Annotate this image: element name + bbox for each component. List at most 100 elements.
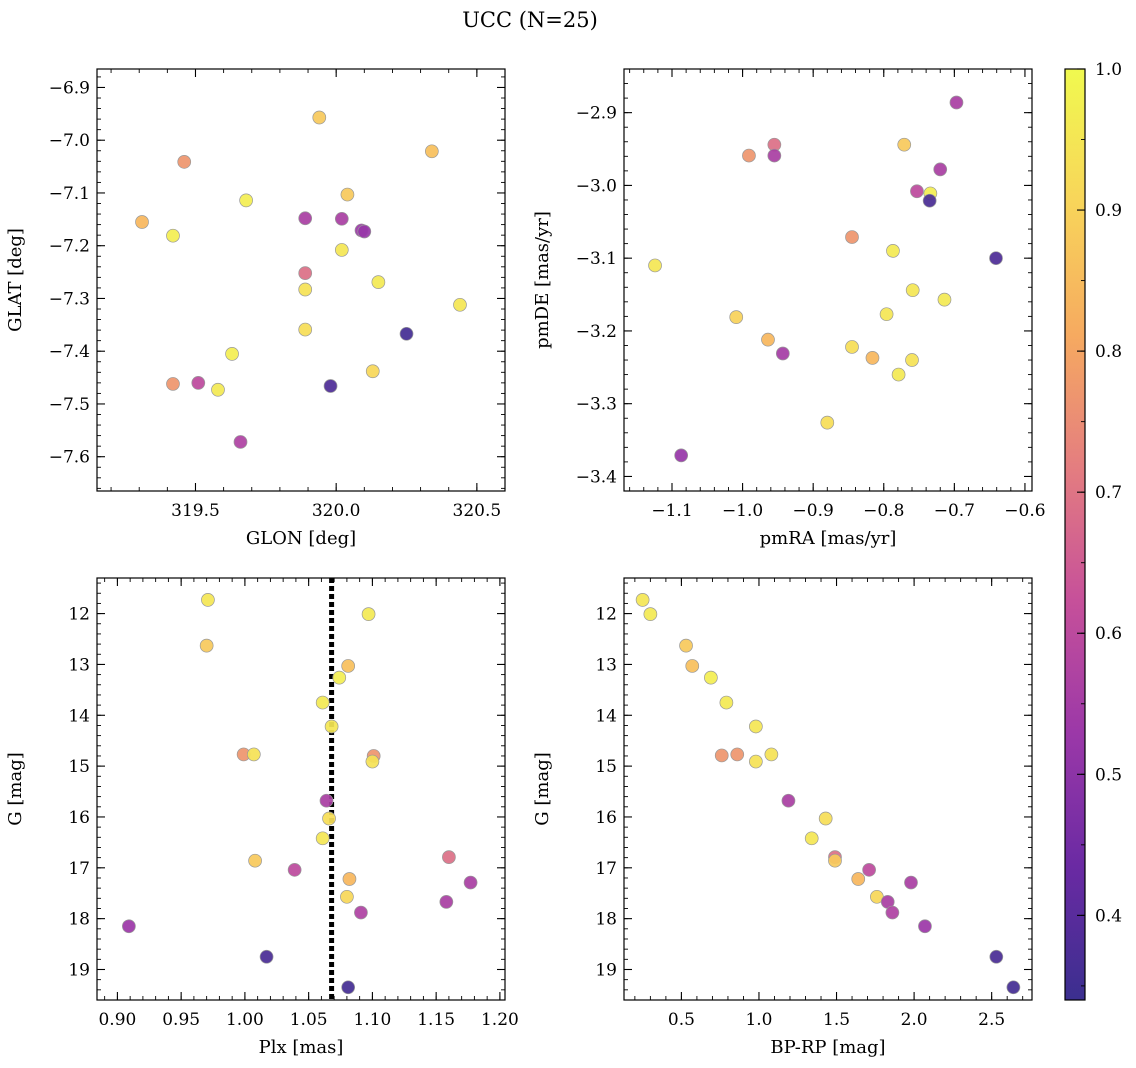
colorbar-gradient (1064, 68, 1086, 1001)
y-tick-label: −3.4 (576, 467, 617, 487)
y-tick-label: −7.2 (49, 237, 90, 257)
data-point (424, 144, 439, 159)
data-point (371, 275, 386, 289)
data-point (225, 347, 239, 361)
y-tick-label: 17 (595, 859, 617, 879)
x-axis-label: pmRA [mas/yr] (760, 528, 897, 549)
y-tick-label: 19 (595, 960, 617, 980)
x-tick-label: −0.8 (863, 501, 904, 521)
y-tick-label: 16 (68, 808, 90, 828)
x-tick-label: 319.5 (171, 501, 220, 521)
data-point (315, 831, 330, 846)
data-point (166, 228, 180, 243)
x-tick-label: 320.5 (453, 501, 502, 521)
data-point (845, 230, 859, 244)
x-tick-label: −0.9 (793, 501, 834, 521)
data-point (199, 638, 214, 653)
data-point (879, 307, 894, 322)
data-point (749, 719, 763, 734)
y-tick-label: 17 (68, 859, 90, 879)
y-tick-label: 12 (68, 605, 90, 625)
x-tick-label: 320.0 (312, 501, 361, 521)
data-point (365, 364, 380, 379)
data-point (319, 793, 334, 808)
colorbar-tick-label: 0.4 (1095, 906, 1122, 926)
data-point (357, 224, 372, 239)
y-tick-label: 15 (68, 757, 90, 777)
data-point (910, 184, 924, 199)
colorbar-tick-label: 0.7 (1095, 483, 1122, 503)
y-tick-label: −7.6 (49, 448, 90, 468)
data-point (851, 872, 866, 886)
data-point (166, 377, 180, 391)
data-point (685, 659, 700, 673)
y-tick-label: −7.1 (49, 184, 90, 204)
data-point (885, 905, 900, 920)
data-point (781, 793, 796, 808)
panel-glon-glat: 319.5 320.0 320.5 −6.9 −7.0 −7.1 −7.2 −7.3 −7.4 −… (5, 68, 506, 549)
colorbar-tick-label: 0.5 (1095, 765, 1122, 785)
y-axis-label: G [mag] (5, 752, 26, 825)
data-point (714, 748, 729, 763)
y-tick-label: −2.9 (576, 104, 617, 124)
x-tick-label: 2.0 (901, 1010, 928, 1030)
data-point (439, 895, 454, 909)
data-point (828, 853, 842, 868)
x-tick-label: 1.5 (823, 1010, 850, 1030)
data-point (191, 376, 206, 390)
data-point (767, 148, 782, 163)
x-tick-label: 0.5 (668, 1010, 695, 1030)
data-point (122, 919, 136, 934)
x-tick-label: 1.20 (481, 1010, 519, 1030)
data-point (341, 659, 356, 673)
data-point (332, 670, 347, 685)
data-point (341, 980, 356, 995)
y-tick-label: 12 (595, 605, 617, 625)
data-point (949, 95, 964, 110)
x-tick-label: −1.0 (722, 501, 763, 521)
data-point (233, 435, 248, 449)
colorbar: 0.4 0.5 0.6 0.7 0.8 0.9 1.0 (1064, 60, 1122, 1001)
panel-bprp-g: 0.5 1.0 1.5 2.0 2.5 12 13 14 15 16 17 18 19 BP-RP [ma… (532, 577, 1033, 1058)
data-point (764, 747, 779, 762)
data-point (905, 283, 920, 298)
x-axis-label: Plx [mas] (259, 1037, 344, 1058)
data-point (463, 875, 478, 890)
data-point (862, 862, 876, 877)
x-tick-label: 0.90 (98, 1010, 136, 1030)
data-point (334, 243, 349, 257)
y-tick-label: 18 (68, 910, 90, 930)
y-tick-label: 13 (595, 655, 617, 675)
data-point (897, 137, 912, 152)
data-point (442, 850, 456, 864)
axes-frame (623, 577, 1033, 1001)
data-point (399, 326, 414, 341)
x-tick-label: 1.10 (353, 1010, 391, 1030)
data-point (342, 872, 357, 886)
axes-frame (96, 577, 506, 1001)
data-point (820, 415, 835, 430)
x-tick-label: 1.0 (745, 1010, 772, 1030)
y-tick-label: 15 (595, 757, 617, 777)
data-point (933, 162, 948, 177)
x-tick-label: 0.95 (162, 1010, 200, 1030)
y-tick-label: −7.5 (49, 395, 90, 415)
data-point (312, 110, 327, 125)
data-point (679, 638, 693, 653)
x-tick-label: 1.15 (417, 1010, 455, 1030)
data-point (246, 747, 261, 762)
data-point (248, 853, 262, 868)
data-point (287, 862, 302, 877)
data-point (323, 379, 338, 393)
y-tick-label: −3.0 (576, 176, 617, 196)
y-tick-label: 19 (68, 960, 90, 980)
data-point (239, 193, 253, 208)
data-point (340, 889, 354, 904)
y-tick-label: 16 (595, 808, 617, 828)
data-point (989, 949, 1004, 964)
data-point (922, 193, 937, 208)
colorbar-tick-label: 0.8 (1095, 342, 1122, 362)
colorbar-tick-label: 1.0 (1095, 60, 1122, 80)
data-point (298, 322, 313, 337)
